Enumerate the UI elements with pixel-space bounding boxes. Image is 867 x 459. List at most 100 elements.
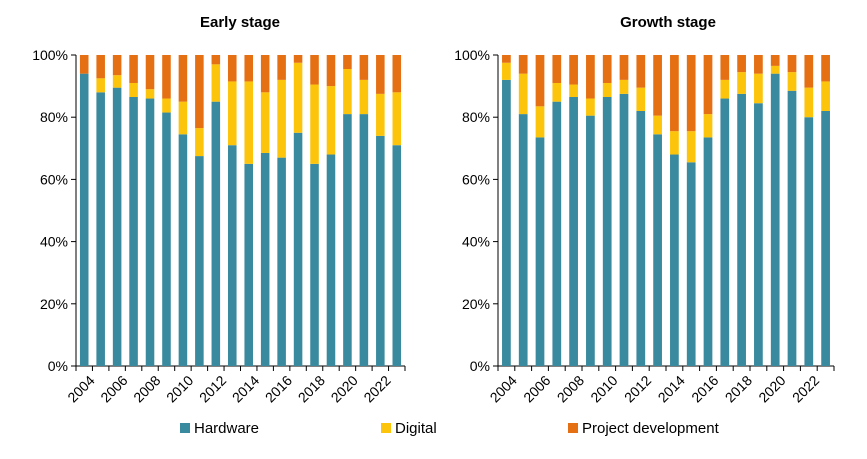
bar-hardware-2016 bbox=[277, 157, 286, 366]
bar-hardware-2022 bbox=[376, 135, 385, 366]
x-tick-label: 2020 bbox=[755, 372, 788, 405]
bar-hardware-2019 bbox=[754, 103, 763, 366]
bar-digital-2011 bbox=[195, 128, 204, 157]
bar-digital-2010 bbox=[602, 82, 612, 97]
x-tick-label: 2016 bbox=[262, 372, 295, 405]
bar-project-development-2014 bbox=[670, 55, 679, 132]
legend-swatch-hardware bbox=[180, 423, 190, 433]
bar-digital-2009 bbox=[586, 98, 595, 116]
bar-project-development-2015 bbox=[260, 55, 270, 93]
bar-project-development-2016 bbox=[277, 55, 286, 80]
bar-hardware-2015 bbox=[260, 152, 270, 366]
bar-project-development-2012 bbox=[636, 55, 646, 88]
bar-project-development-2023 bbox=[392, 55, 402, 93]
bar-digital-2007 bbox=[129, 82, 138, 97]
bar-project-development-2022 bbox=[804, 55, 814, 88]
bar-digital-2018 bbox=[737, 72, 746, 94]
x-tick-label: 2008 bbox=[130, 372, 163, 405]
bar-hardware-2017 bbox=[293, 132, 303, 366]
bar-hardware-2006 bbox=[112, 87, 122, 366]
legend-label-hardware: Hardware bbox=[194, 420, 259, 437]
bar-hardware-2012 bbox=[211, 101, 221, 367]
bar-project-development-2012 bbox=[211, 55, 221, 65]
bar-hardware-2007 bbox=[129, 96, 138, 367]
bar-digital-2016 bbox=[703, 114, 713, 138]
bar-project-development-2021 bbox=[787, 55, 797, 73]
bar-project-development-2018 bbox=[310, 55, 319, 85]
bar-project-development-2007 bbox=[552, 55, 562, 83]
bar-digital-2007 bbox=[552, 82, 562, 102]
legend: Hardware Digital Project development bbox=[180, 420, 720, 437]
bar-digital-2023 bbox=[392, 92, 402, 146]
bar-hardware-2008 bbox=[569, 96, 578, 367]
bar-project-development-2008 bbox=[145, 55, 155, 90]
bar-digital-2005 bbox=[518, 73, 528, 115]
bar-project-development-2011 bbox=[195, 55, 204, 129]
bar-hardware-2023 bbox=[821, 110, 830, 366]
bar-digital-2012 bbox=[211, 64, 221, 102]
bar-digital-2012 bbox=[636, 87, 646, 111]
bar-hardware-2012 bbox=[636, 110, 646, 366]
bar-hardware-2010 bbox=[602, 96, 612, 367]
y-tick-label: 0% bbox=[470, 358, 490, 374]
bar-digital-2016 bbox=[277, 79, 286, 158]
bar-hardware-2016 bbox=[703, 137, 713, 366]
y-tick-label: 0% bbox=[48, 358, 68, 374]
bar-digital-2022 bbox=[804, 87, 814, 118]
bar-project-development-2017 bbox=[720, 55, 730, 80]
y-tick-label: 80% bbox=[40, 109, 68, 125]
bar-digital-2018 bbox=[310, 84, 319, 164]
bar-digital-2013 bbox=[227, 81, 237, 146]
bar-digital-2022 bbox=[376, 93, 385, 136]
bar-project-development-2005 bbox=[96, 55, 105, 79]
bar-hardware-2006 bbox=[535, 137, 545, 366]
bar-digital-2006 bbox=[535, 106, 545, 138]
bar-digital-2008 bbox=[569, 84, 578, 97]
bar-digital-2008 bbox=[145, 89, 155, 99]
bar-digital-2021 bbox=[787, 72, 797, 91]
bar-project-development-2020 bbox=[343, 55, 352, 69]
bar-digital-2010 bbox=[178, 101, 188, 135]
bar-hardware-2021 bbox=[359, 114, 369, 366]
bar-project-development-2010 bbox=[602, 55, 612, 83]
bar-digital-2015 bbox=[260, 92, 270, 153]
bar-hardware-2018 bbox=[310, 163, 319, 366]
bar-hardware-2004 bbox=[79, 73, 89, 366]
bar-project-development-2021 bbox=[359, 55, 369, 80]
bar-hardware-2013 bbox=[227, 145, 237, 366]
bar-hardware-2004 bbox=[502, 79, 511, 366]
bar-project-development-2023 bbox=[821, 55, 830, 82]
bar-project-development-2018 bbox=[737, 55, 746, 73]
bar-project-development-2019 bbox=[326, 55, 336, 87]
bar-project-development-2017 bbox=[293, 55, 303, 63]
bar-hardware-2009 bbox=[162, 112, 171, 366]
x-tick-label: 2018 bbox=[722, 372, 755, 405]
bar-hardware-2014 bbox=[670, 154, 679, 366]
bar-hardware-2017 bbox=[720, 98, 730, 366]
bar-digital-2020 bbox=[343, 68, 352, 115]
growth-stage-panel: Growth stage 0%20%40%60%80%100%2004 2006 2… bbox=[454, 14, 835, 406]
bar-digital-2023 bbox=[821, 81, 830, 111]
bar-digital-2011 bbox=[619, 79, 629, 94]
bar-hardware-2020 bbox=[343, 114, 352, 366]
bar-digital-2006 bbox=[112, 75, 122, 88]
x-tick-label: 2004 bbox=[487, 372, 520, 405]
x-tick-label: 2006 bbox=[520, 372, 553, 405]
bar-project-development-2016 bbox=[703, 55, 713, 115]
bar-digital-2009 bbox=[162, 98, 171, 113]
bar-project-development-2008 bbox=[569, 55, 578, 85]
bar-hardware-2010 bbox=[178, 134, 188, 366]
bar-project-development-2004 bbox=[502, 55, 511, 63]
bar-digital-2004 bbox=[502, 62, 511, 80]
bar-digital-2021 bbox=[359, 79, 369, 115]
x-tick-label: 2010 bbox=[163, 372, 196, 405]
bar-hardware-2005 bbox=[96, 92, 105, 366]
bar-project-development-2019 bbox=[754, 55, 763, 74]
bar-hardware-2008 bbox=[145, 98, 155, 366]
y-tick-label: 20% bbox=[40, 296, 68, 312]
bar-hardware-2005 bbox=[518, 114, 528, 366]
legend-item-hardware: Hardware bbox=[180, 420, 259, 437]
bar-hardware-2023 bbox=[392, 145, 402, 366]
bar-project-development-2005 bbox=[518, 55, 528, 74]
